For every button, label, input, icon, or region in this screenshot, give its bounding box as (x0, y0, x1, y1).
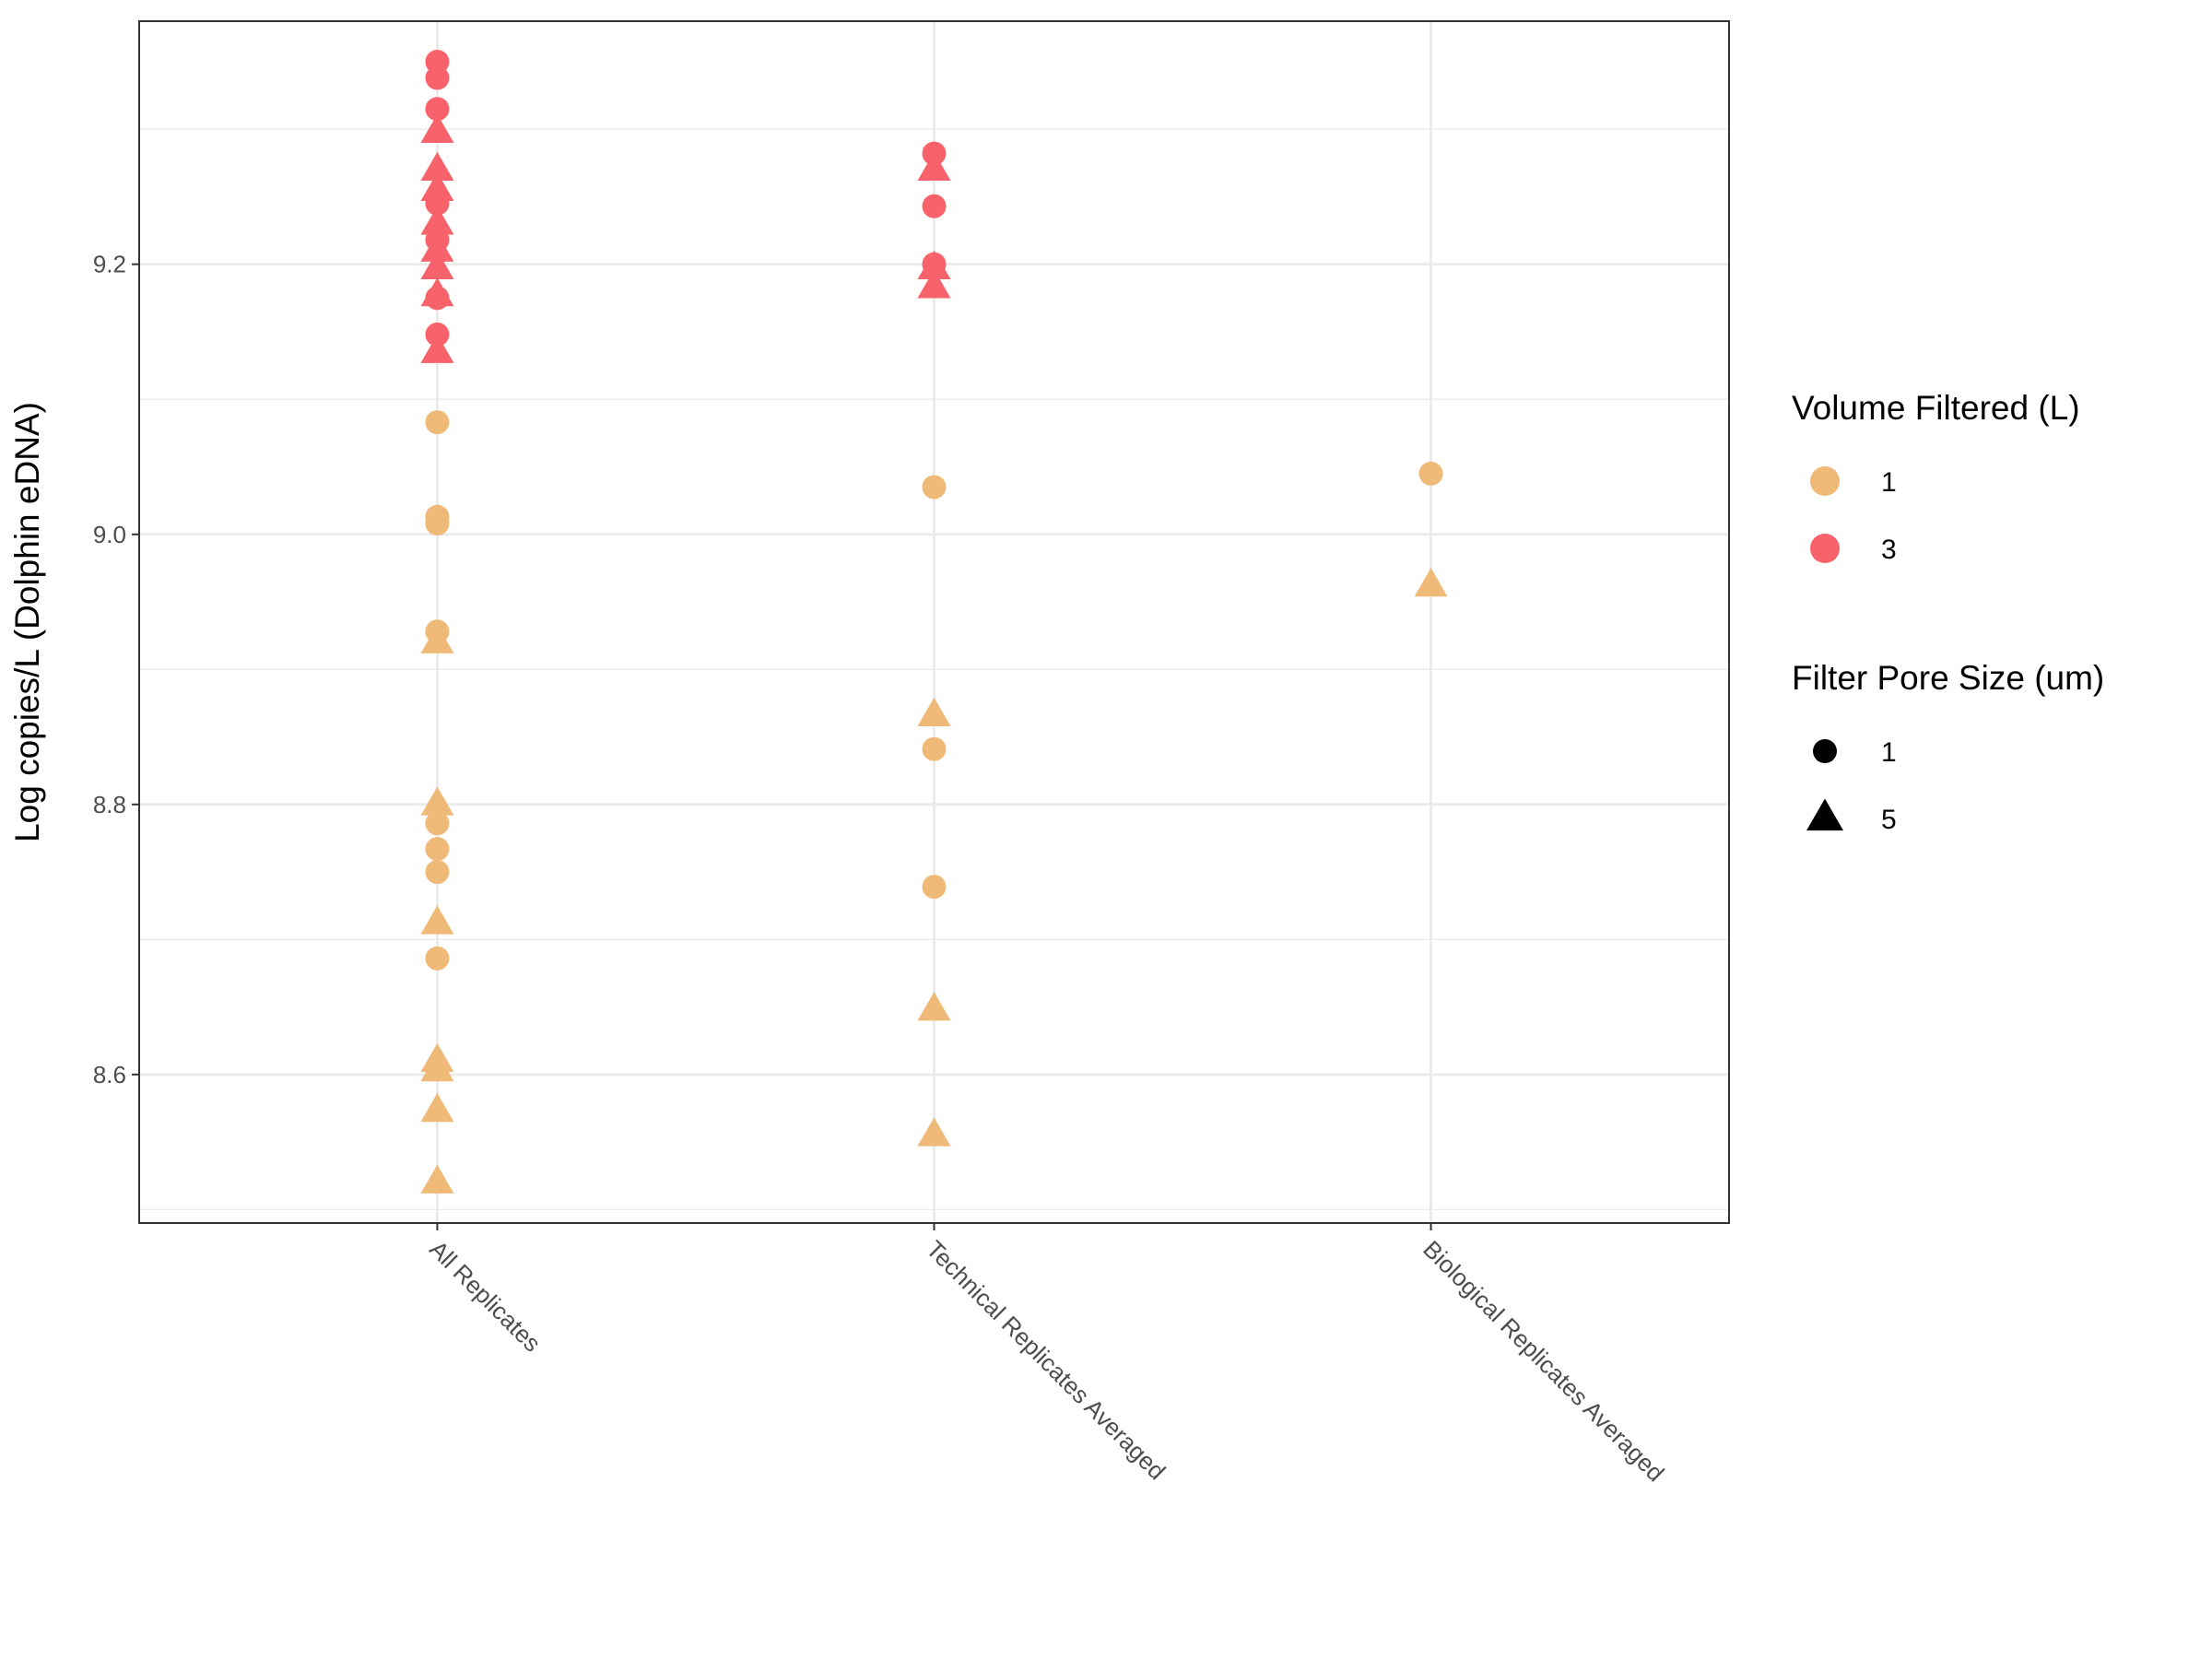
data-point-circle (1418, 461, 1443, 486)
y-tick-label: 9.0 (93, 521, 126, 548)
data-point-circle (922, 736, 947, 761)
data-point-triangle (420, 1164, 454, 1194)
legend-key-circle (1810, 534, 1840, 563)
data-points (420, 49, 1448, 1194)
y-tick-label: 8.6 (93, 1061, 126, 1088)
x-tick-label: Technical Replicates Averaged (921, 1235, 1171, 1485)
data-point-circle (425, 946, 450, 971)
legend-title: Volume Filtered (L) (1792, 389, 2080, 427)
legend-label: 5 (1881, 805, 1897, 835)
legend-key-circle (1813, 739, 1837, 763)
x-tick-label: All Replicates (424, 1235, 547, 1358)
data-point-triangle (420, 232, 454, 262)
data-point-triangle (917, 250, 951, 279)
data-point-triangle (917, 697, 951, 726)
x-tick-label: Biological Replicates Averaged (1418, 1235, 1669, 1487)
data-point-circle (922, 475, 947, 500)
legend-key-circle (1810, 466, 1840, 496)
data-point-circle (425, 410, 450, 435)
data-point-circle (922, 194, 947, 218)
data-point-triangle (420, 905, 454, 935)
data-point-triangle (420, 250, 454, 279)
y-axis-title: Log copies/L (Dolphin eDNA) (8, 402, 46, 842)
data-point-triangle (917, 992, 951, 1021)
data-point-triangle (917, 151, 951, 182)
data-point-triangle (917, 269, 951, 299)
data-point-triangle (420, 113, 454, 143)
data-point-circle (425, 837, 450, 862)
data-point-triangle (1414, 568, 1448, 597)
data-point-triangle (420, 206, 454, 235)
data-point-triangle (420, 277, 454, 307)
legend-key-triangle (1806, 798, 1843, 831)
data-point-circle (425, 811, 450, 836)
legend-title: Filter Pore Size (um) (1792, 659, 2104, 697)
legend-label: 1 (1881, 467, 1897, 498)
legend-label: 3 (1881, 535, 1897, 565)
data-point-circle (922, 875, 947, 900)
data-point-triangle (420, 171, 454, 201)
data-point-circle (425, 512, 450, 536)
legend-label: 1 (1881, 737, 1897, 768)
y-tick-label: 9.2 (93, 251, 126, 278)
data-point-triangle (420, 1093, 454, 1123)
data-point-triangle (420, 786, 454, 816)
data-point-triangle (420, 624, 454, 653)
data-point-circle (425, 65, 450, 90)
y-tick-label: 8.8 (93, 791, 126, 818)
legend: Volume Filtered (L) 1 3 Filter Pore Size (u… (1792, 389, 2104, 835)
data-point-circle (425, 97, 450, 122)
data-point-circle (425, 860, 450, 885)
data-point-triangle (917, 1117, 951, 1147)
data-point-triangle (420, 1053, 454, 1082)
data-point-triangle (420, 151, 454, 182)
data-point-triangle (420, 334, 454, 363)
